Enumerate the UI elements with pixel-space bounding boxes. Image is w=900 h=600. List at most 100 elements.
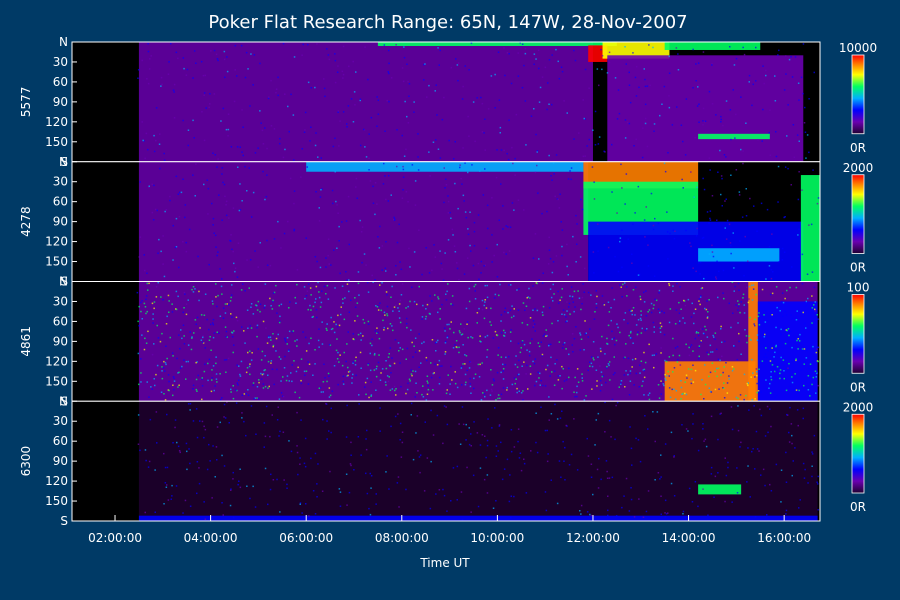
- noise-pixel: [438, 489, 441, 491]
- noise-pixel: [768, 132, 770, 134]
- noise-pixel: [801, 348, 804, 350]
- noise-pixel: [521, 340, 524, 342]
- noise-pixel: [211, 379, 213, 381]
- noise-pixel: [476, 312, 479, 314]
- noise-pixel: [495, 399, 497, 401]
- noise-pixel: [722, 387, 724, 389]
- noise-pixel: [208, 106, 210, 109]
- noise-pixel: [264, 385, 267, 388]
- noise-pixel: [189, 409, 191, 411]
- noise-pixel: [473, 387, 475, 390]
- noise-pixel: [761, 316, 763, 318]
- noise-pixel: [548, 419, 550, 421]
- noise-pixel: [225, 204, 227, 206]
- noise-pixel: [201, 398, 203, 401]
- noise-pixel: [494, 107, 496, 109]
- noise-pixel: [630, 447, 633, 450]
- noise-pixel: [370, 487, 372, 489]
- noise-pixel: [684, 322, 686, 324]
- noise-pixel: [381, 368, 384, 370]
- noise-pixel: [281, 395, 284, 397]
- noise-pixel: [454, 251, 457, 253]
- noise-pixel: [362, 335, 364, 337]
- noise-pixel: [593, 198, 596, 200]
- noise-pixel: [266, 147, 268, 150]
- noise-pixel: [237, 483, 239, 486]
- emission-region: [377, 42, 617, 46]
- noise-pixel: [201, 420, 204, 423]
- noise-pixel: [443, 327, 446, 329]
- noise-pixel: [379, 225, 381, 228]
- noise-pixel: [664, 516, 666, 518]
- noise-pixel: [628, 510, 631, 512]
- noise-pixel: [212, 323, 215, 326]
- noise-pixel: [701, 237, 704, 239]
- noise-pixel: [297, 366, 299, 369]
- noise-pixel: [264, 467, 267, 470]
- noise-pixel: [418, 333, 420, 335]
- noise-pixel: [596, 385, 598, 387]
- noise-pixel: [320, 301, 323, 304]
- noise-pixel: [508, 500, 511, 503]
- noise-pixel: [778, 261, 780, 263]
- noise-pixel: [524, 100, 527, 102]
- noise-pixel: [723, 382, 725, 384]
- noise-pixel: [796, 310, 798, 312]
- noise-pixel: [484, 284, 486, 287]
- noise-pixel: [253, 54, 256, 56]
- noise-pixel: [444, 187, 446, 189]
- noise-pixel: [280, 392, 283, 394]
- noise-pixel: [711, 195, 714, 197]
- noise-pixel: [747, 301, 750, 304]
- noise-pixel: [169, 195, 171, 198]
- noise-pixel: [356, 302, 359, 304]
- noise-pixel: [303, 286, 306, 288]
- noise-pixel: [291, 380, 293, 383]
- noise-pixel: [296, 283, 298, 286]
- noise-pixel: [315, 308, 318, 311]
- noise-pixel: [253, 398, 255, 400]
- noise-pixel: [195, 378, 198, 381]
- noise-pixel: [606, 365, 608, 368]
- noise-pixel: [272, 300, 274, 303]
- noise-pixel: [677, 358, 679, 361]
- y-tick-label: 120: [45, 235, 68, 249]
- noise-pixel: [202, 342, 205, 344]
- noise-pixel: [236, 319, 239, 322]
- noise-pixel: [697, 62, 700, 64]
- noise-pixel: [349, 370, 351, 373]
- noise-pixel: [339, 120, 341, 122]
- noise-pixel: [283, 232, 286, 235]
- noise-pixel: [352, 361, 355, 363]
- noise-pixel: [712, 334, 714, 337]
- noise-pixel: [420, 362, 422, 364]
- noise-pixel: [331, 189, 334, 192]
- noise-pixel: [262, 320, 265, 323]
- noise-pixel: [486, 296, 489, 299]
- noise-pixel: [248, 167, 250, 169]
- noise-pixel: [212, 445, 214, 447]
- noise-pixel: [775, 345, 777, 348]
- noise-pixel: [162, 367, 165, 369]
- noise-pixel: [492, 378, 495, 380]
- noise-pixel: [551, 322, 553, 325]
- noise-pixel: [406, 326, 408, 329]
- noise-pixel: [328, 375, 330, 377]
- noise-pixel: [628, 122, 631, 125]
- noise-pixel: [249, 105, 251, 107]
- noise-pixel: [614, 343, 616, 346]
- emission-region: [800, 175, 820, 282]
- noise-pixel: [717, 438, 719, 441]
- noise-pixel: [765, 347, 767, 349]
- noise-pixel: [723, 366, 725, 368]
- noise-pixel: [425, 315, 427, 318]
- colorbar-min-label: 0R: [850, 261, 866, 275]
- noise-pixel: [249, 497, 251, 500]
- noise-pixel: [175, 290, 178, 293]
- noise-pixel: [538, 377, 540, 379]
- noise-pixel: [801, 253, 804, 256]
- noise-pixel: [413, 345, 415, 347]
- noise-pixel: [804, 131, 807, 133]
- noise-pixel: [282, 431, 285, 433]
- noise-pixel: [141, 59, 143, 62]
